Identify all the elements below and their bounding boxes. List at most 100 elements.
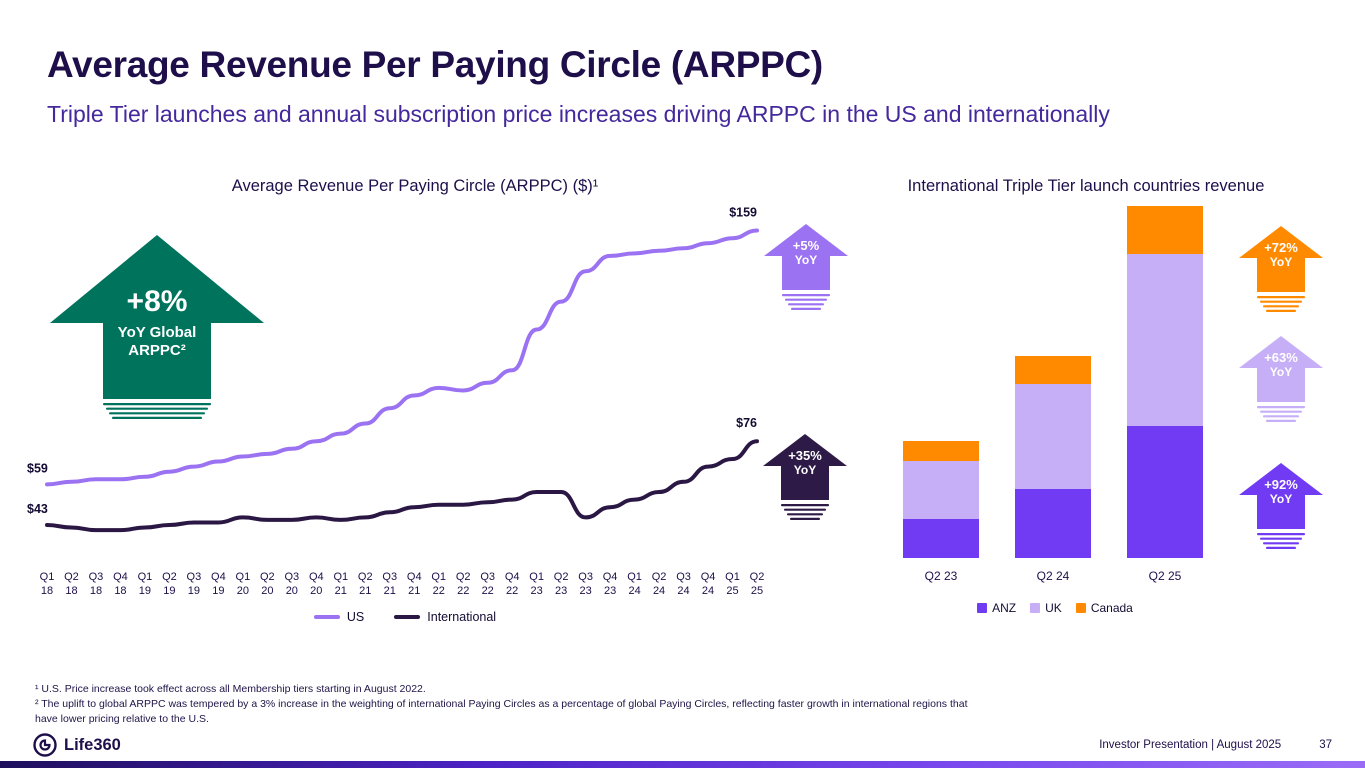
x-axis-label: 18 bbox=[65, 585, 77, 597]
us-start-value-label: $59 bbox=[27, 461, 48, 475]
arrow-tail-stripe bbox=[1266, 546, 1296, 549]
x-axis-label: 22 bbox=[433, 585, 445, 597]
bar-segment-canada-q2-23 bbox=[903, 441, 979, 461]
arrow-tail-stripe bbox=[1263, 542, 1299, 545]
arrow-value-label: +63% bbox=[1264, 350, 1298, 365]
up-arrow-shape bbox=[50, 235, 264, 399]
x-axis-label: Q3 bbox=[676, 571, 691, 583]
canada-yoy-arrow: +72%YoY bbox=[1239, 226, 1323, 312]
x-axis-label: 19 bbox=[188, 585, 200, 597]
intl-start-value-label: $43 bbox=[27, 502, 48, 516]
arrow-tail-stripe bbox=[1260, 300, 1302, 303]
x-axis-label: Q1 bbox=[236, 571, 251, 583]
x-axis-label: Q1 bbox=[40, 571, 55, 583]
arrow-value-label: +8% bbox=[127, 285, 188, 318]
x-axis-label: 19 bbox=[163, 585, 175, 597]
x-axis-label: Q4 bbox=[211, 571, 226, 583]
x-axis-label: 21 bbox=[408, 585, 420, 597]
x-axis-label: 23 bbox=[555, 585, 567, 597]
legend-label: UK bbox=[1045, 601, 1062, 615]
x-axis-label: 24 bbox=[677, 585, 689, 597]
x-axis-label: Q2 bbox=[554, 571, 569, 583]
arrow-tail-stripe bbox=[791, 307, 821, 310]
arrow-value-label: +35% bbox=[788, 448, 822, 463]
arrow-tail-stripe bbox=[781, 504, 829, 507]
arrow-caption-label: YoY bbox=[1270, 365, 1292, 379]
up-arrow-shape bbox=[1239, 463, 1323, 529]
legend-label: Canada bbox=[1090, 601, 1133, 615]
up-arrow-shape bbox=[763, 434, 847, 500]
bar-x-axis-label: Q2 25 bbox=[1149, 569, 1182, 583]
arrow-value-label: +92% bbox=[1264, 477, 1298, 492]
line-chart-title: Average Revenue Per Paying Circle (ARPPC… bbox=[231, 177, 599, 195]
line-chart: Q1 18 Q2 18 Q3 18 Q4 18 Q1 19 Q2 19 Q3 19 Q4 19 Q1 20 Q2 20… bbox=[27, 206, 764, 597]
arrow-tail-stripe bbox=[103, 403, 211, 406]
bar-x-axis-label: Q2 23 bbox=[925, 569, 958, 583]
arrow-caption-label: ARPPC² bbox=[128, 342, 186, 359]
us-line bbox=[45, 228, 759, 487]
arrow-caption-label: YoY bbox=[795, 253, 817, 267]
x-axis-label: 25 bbox=[726, 585, 738, 597]
x-axis-label: Q3 bbox=[480, 571, 495, 583]
legend-square-swatch bbox=[1075, 603, 1086, 613]
arrow-tail-stripe bbox=[112, 416, 202, 419]
uk-yoy-arrow: +63%YoY bbox=[1239, 336, 1323, 422]
legend-item-uk: UK bbox=[1030, 601, 1062, 615]
up-arrow-shape bbox=[764, 224, 848, 290]
x-axis-label: Q3 bbox=[382, 571, 397, 583]
x-axis-label: 24 bbox=[628, 585, 640, 597]
arrow-value-label: +72% bbox=[1264, 240, 1298, 255]
international-line bbox=[45, 439, 759, 533]
arrow-tail-stripe bbox=[788, 303, 824, 306]
anz-yoy-arrow: +92%YoY bbox=[1239, 463, 1323, 549]
legend-square-swatch bbox=[1030, 603, 1041, 613]
bar-chart-legend: ANZ UK Canada bbox=[880, 601, 1230, 615]
x-axis-label: Q3 bbox=[89, 571, 104, 583]
arrow-caption-label: YoY bbox=[1270, 492, 1292, 506]
x-axis-label: 21 bbox=[384, 585, 396, 597]
x-axis-label: 23 bbox=[579, 585, 591, 597]
legend-item-anz: ANZ bbox=[977, 601, 1016, 615]
x-axis-label: 21 bbox=[335, 585, 347, 597]
x-axis-label: Q2 bbox=[162, 571, 177, 583]
x-axis-label: Q4 bbox=[701, 571, 716, 583]
slide-title: Average Revenue Per Paying Circle (ARPPC… bbox=[47, 44, 823, 85]
arrow-tail-stripe bbox=[1263, 305, 1299, 308]
x-axis-label: Q4 bbox=[407, 571, 422, 583]
x-axis-label: Q4 bbox=[113, 571, 128, 583]
arrow-tail-stripe bbox=[1257, 296, 1305, 299]
x-axis-label: 18 bbox=[90, 585, 102, 597]
arrow-caption-label: YoY bbox=[794, 463, 816, 477]
legend-square-swatch bbox=[977, 603, 988, 613]
arrow-tail-stripe bbox=[787, 513, 823, 516]
x-axis-label: 18 bbox=[114, 585, 126, 597]
line-chart-legend: US International bbox=[130, 610, 680, 624]
slide-subtitle: Triple Tier launches and annual subscrip… bbox=[47, 101, 1110, 127]
legend-item-international: International bbox=[394, 610, 496, 624]
arrow-caption-label: YoY bbox=[1270, 255, 1292, 269]
footnotes: ¹ U.S. Price increase took effect across… bbox=[35, 682, 980, 726]
arrow-tail-stripe bbox=[1257, 533, 1305, 536]
x-axis-label: Q4 bbox=[603, 571, 618, 583]
arrow-tail-stripe bbox=[1263, 415, 1299, 418]
x-axis-label: 22 bbox=[506, 585, 518, 597]
brand-lockup: Life360 bbox=[32, 732, 121, 758]
x-axis-label: Q1 bbox=[138, 571, 153, 583]
x-axis-label: Q2 bbox=[358, 571, 373, 583]
x-axis-label: 23 bbox=[604, 585, 616, 597]
x-axis-label: Q2 bbox=[64, 571, 79, 583]
legend-line-swatch bbox=[394, 615, 421, 619]
x-axis-label: Q1 bbox=[627, 571, 642, 583]
x-axis-label: Q2 bbox=[456, 571, 471, 583]
us-yoy-arrow: +5%YoY bbox=[764, 224, 848, 310]
x-axis-label: Q1 bbox=[725, 571, 740, 583]
x-axis-label: Q2 bbox=[652, 571, 667, 583]
x-axis-label: Q1 bbox=[529, 571, 544, 583]
x-axis-label: 18 bbox=[41, 585, 53, 597]
x-axis-label: Q4 bbox=[505, 571, 520, 583]
legend-label: US bbox=[346, 610, 365, 624]
up-arrow-shape bbox=[1239, 336, 1323, 402]
arrow-tail-stripe bbox=[790, 517, 820, 520]
x-axis-label: 24 bbox=[702, 585, 714, 597]
